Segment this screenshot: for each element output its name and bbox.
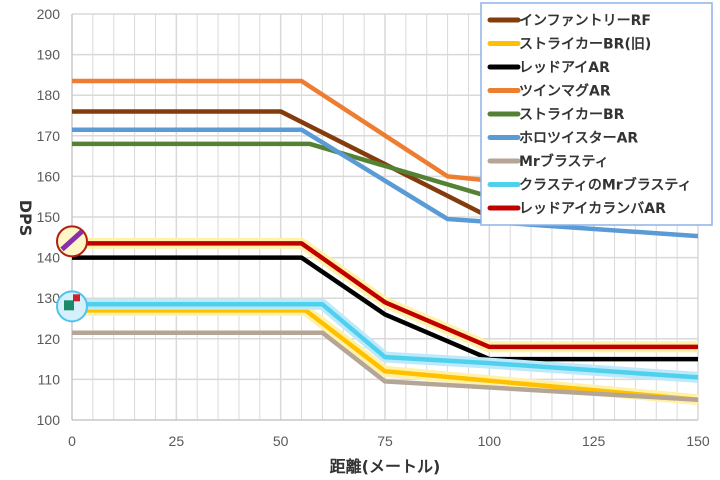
x-tick-label: 125 (582, 433, 606, 449)
legend-label: レッドアイカランバAR (519, 201, 666, 217)
legend-label: インファントリーRF (519, 13, 651, 29)
marker-icons (56, 225, 88, 323)
y-tick-label: 120 (37, 331, 61, 347)
legend-label: ストライカーBR(旧) (519, 37, 651, 53)
x-tick-labels: 0 25 50 75 100 125 150 (68, 433, 710, 449)
legend-label: クラスティのMrブラスティ (519, 177, 692, 194)
series-line (72, 127, 699, 239)
x-tick-label: 100 (478, 433, 502, 449)
series-line (72, 255, 698, 362)
gun-shape (60, 229, 84, 252)
y-tick-label: 200 (37, 6, 61, 22)
y-tick-labels: 100 110 120 130 140 150 160 170 180 190 200 (37, 6, 61, 428)
legend-label: Mrブラスティ (519, 153, 609, 170)
x-tick-label: 75 (377, 433, 393, 449)
series-line (72, 241, 698, 350)
y-tick-label: 150 (37, 209, 61, 225)
y-tick-label: 190 (37, 47, 61, 63)
series-line (72, 302, 699, 380)
x-tick-label: 50 (273, 433, 289, 449)
y-tick-label: 160 (37, 168, 61, 184)
y-tick-label: 170 (37, 128, 61, 144)
y-tick-label: 140 (37, 250, 61, 266)
y-tick-label: 130 (37, 290, 61, 306)
series-line (72, 330, 699, 402)
x-axis-title: 距離(メートル) (330, 457, 441, 476)
y-axis-title: DPS (16, 200, 35, 237)
blaster-body (64, 300, 74, 311)
x-tick-label: 150 (686, 433, 710, 449)
legend-label: ホロツイスターAR (519, 131, 638, 147)
blaster-tip (73, 294, 80, 302)
series-line (72, 308, 699, 402)
legend-label: レッドアイAR (519, 60, 610, 76)
x-tick-label: 0 (68, 433, 76, 449)
y-tick-label: 100 (37, 412, 61, 428)
y-tick-label: 110 (38, 371, 61, 387)
x-tick-label: 25 (169, 433, 185, 449)
legend[interactable]: インファントリーRF ストライカーBR(旧) レッドアイAR ツインマグAR ストライカ… (480, 2, 713, 226)
y-tick-label: 180 (37, 87, 61, 103)
legend-label: ストライカーBR (519, 107, 625, 123)
legend-label: ツインマグAR (519, 83, 611, 100)
